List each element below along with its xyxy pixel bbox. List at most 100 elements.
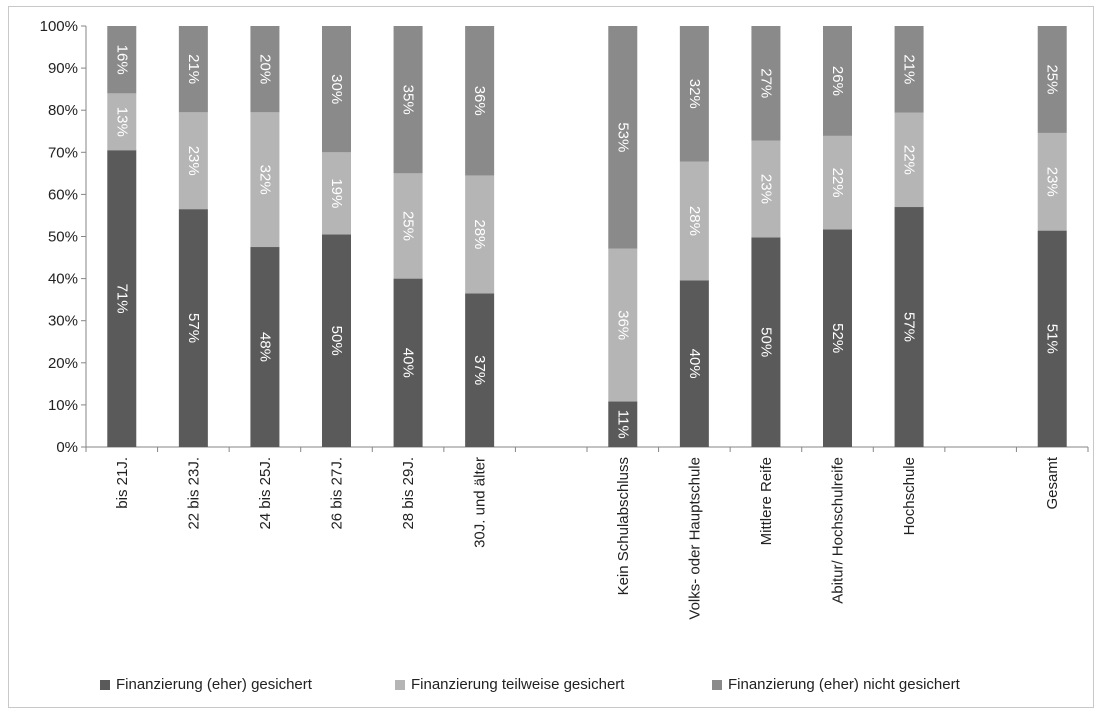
data-label: 32% [256, 165, 273, 195]
data-label: 25% [1044, 64, 1061, 94]
data-label: 28% [686, 206, 703, 236]
legend-label: Finanzierung (eher) nicht gesichert [728, 676, 961, 693]
bar-finanzierung-teilweise-gesichert-bis-21j [107, 93, 137, 151]
bar-finanzierung-eher-nicht-gesichert-30j-und-lter [465, 26, 495, 176]
data-label: 19% [328, 178, 345, 208]
x-category-label: Abitur/ Hochschulreife [830, 457, 847, 604]
bar-finanzierung-teilweise-gesichert-mittlere-reife [751, 140, 781, 238]
y-tick-label: 0% [56, 439, 78, 456]
data-label: 21% [185, 54, 202, 84]
data-label: 36% [471, 86, 488, 116]
y-tick-label: 40% [48, 271, 78, 288]
legend-label: Finanzierung (eher) gesichert [116, 676, 313, 693]
bar-finanzierung-eher-gesichert-22-bis-23j [178, 209, 208, 447]
data-label: 35% [400, 85, 417, 115]
data-label: 36% [614, 310, 631, 340]
data-label: 40% [686, 349, 703, 379]
x-category-label: Mittlere Reife [758, 457, 775, 545]
bar-finanzierung-eher-gesichert-30j-und-lter [465, 293, 495, 447]
data-label: 21% [901, 54, 918, 84]
bar-finanzierung-eher-nicht-gesichert-hochschule [894, 26, 924, 113]
bar-finanzierung-eher-gesichert-gesamt [1037, 230, 1067, 447]
data-label: 13% [113, 107, 130, 137]
bar-finanzierung-teilweise-gesichert-volks-oder-hauptschule [679, 161, 709, 281]
y-tick-label: 10% [48, 397, 78, 414]
bar-finanzierung-eher-nicht-gesichert-28-bis-29j [393, 26, 423, 174]
legend-swatch-finanzierung-eher-gesichert [100, 680, 110, 690]
data-label: 26% [829, 66, 846, 96]
x-category-label: Hochschule [901, 457, 918, 535]
bar-finanzierung-eher-gesichert-hochschule [894, 207, 924, 447]
bar-finanzierung-teilweise-gesichert-30j-und-lter [465, 175, 495, 294]
data-label: 20% [256, 54, 273, 84]
y-tick-label: 30% [48, 313, 78, 330]
bar-finanzierung-eher-gesichert-28-bis-29j [393, 278, 423, 447]
x-category-label: Volks- oder Hauptschule [686, 457, 703, 620]
y-tick-label: 90% [48, 60, 78, 77]
bar-finanzierung-eher-nicht-gesichert-mittlere-reife [751, 26, 781, 141]
bar-finanzierung-eher-nicht-gesichert-22-bis-23j [178, 26, 208, 113]
data-label: 22% [829, 168, 846, 198]
x-category-label: bis 21J. [114, 457, 131, 509]
bar-finanzierung-teilweise-gesichert-hochschule [894, 112, 924, 208]
x-category-label: Gesamt [1044, 456, 1061, 509]
y-tick-label: 60% [48, 186, 78, 203]
bar-finanzierung-teilweise-gesichert-kein-schulabschluss [608, 248, 638, 402]
bar-finanzierung-teilweise-gesichert-abitur-hochschulreife [823, 135, 852, 230]
data-label: 48% [256, 332, 273, 362]
data-label: 57% [185, 313, 202, 343]
bar-finanzierung-eher-gesichert-kein-schulabschluss [608, 401, 638, 447]
bar-finanzierung-eher-nicht-gesichert-kein-schulabschluss [608, 26, 638, 249]
legend-label: Finanzierung teilweise gesichert [411, 676, 625, 693]
data-label: 37% [471, 355, 488, 385]
bar-finanzierung-eher-nicht-gesichert-volks-oder-hauptschule [679, 26, 709, 162]
data-label: 28% [471, 219, 488, 249]
legend-swatch-finanzierung-teilweise-gesichert [395, 680, 405, 690]
bar-finanzierung-eher-nicht-gesichert-26-bis-27j [322, 26, 351, 153]
x-category-label: 24 bis 25J. [257, 457, 274, 530]
data-label: 23% [757, 174, 774, 204]
data-label: 40% [400, 348, 417, 378]
data-label: 57% [901, 312, 918, 342]
bar-finanzierung-teilweise-gesichert-22-bis-23j [178, 112, 208, 210]
x-category-label: 28 bis 29J. [400, 457, 417, 530]
data-label: 53% [614, 122, 631, 152]
y-tick-label: 70% [48, 144, 78, 161]
y-tick-label: 80% [48, 102, 78, 119]
data-label: 22% [901, 145, 918, 175]
bar-finanzierung-eher-gesichert-volks-oder-hauptschule [679, 280, 709, 447]
bar-finanzierung-eher-nicht-gesichert-gesamt [1037, 26, 1067, 133]
data-label: 30% [328, 74, 345, 104]
bar-finanzierung-eher-gesichert-bis-21j [107, 150, 137, 447]
y-tick-label: 20% [48, 355, 78, 372]
data-label: 71% [113, 284, 130, 314]
bar-finanzierung-eher-gesichert-26-bis-27j [322, 234, 351, 447]
y-tick-label: 50% [48, 229, 78, 246]
data-label: 51% [1044, 324, 1061, 354]
bar-finanzierung-teilweise-gesichert-24-bis-25j [250, 112, 280, 248]
data-label: 23% [1044, 167, 1061, 197]
x-category-label: 30J. und älter [472, 457, 489, 548]
data-label: 16% [113, 45, 130, 75]
y-tick-label: 100% [40, 18, 78, 35]
bar-finanzierung-teilweise-gesichert-26-bis-27j [322, 152, 351, 235]
bar-finanzierung-teilweise-gesichert-28-bis-29j [393, 173, 423, 279]
data-label: 52% [829, 323, 846, 353]
x-category-label: 22 bis 23J. [185, 457, 202, 530]
bar-finanzierung-eher-nicht-gesichert-abitur-hochschulreife [823, 26, 852, 136]
data-label: 50% [328, 326, 345, 356]
bar-finanzierung-eher-nicht-gesichert-bis-21j [107, 26, 137, 94]
bar-finanzierung-eher-gesichert-abitur-hochschulreife [823, 229, 852, 447]
data-label: 27% [757, 68, 774, 98]
data-label: 32% [686, 79, 703, 109]
bar-finanzierung-eher-gesichert-24-bis-25j [250, 247, 280, 447]
bar-finanzierung-eher-gesichert-mittlere-reife [751, 237, 781, 447]
data-label: 50% [757, 327, 774, 357]
x-category-label: Kein Schulabschluss [615, 457, 632, 595]
data-label: 11% [614, 410, 631, 439]
x-category-label: 26 bis 27J. [329, 457, 346, 530]
bar-finanzierung-eher-nicht-gesichert-24-bis-25j [250, 26, 280, 113]
data-label: 25% [400, 211, 417, 241]
legend-swatch-finanzierung-eher-nicht-gesichert [712, 680, 722, 690]
